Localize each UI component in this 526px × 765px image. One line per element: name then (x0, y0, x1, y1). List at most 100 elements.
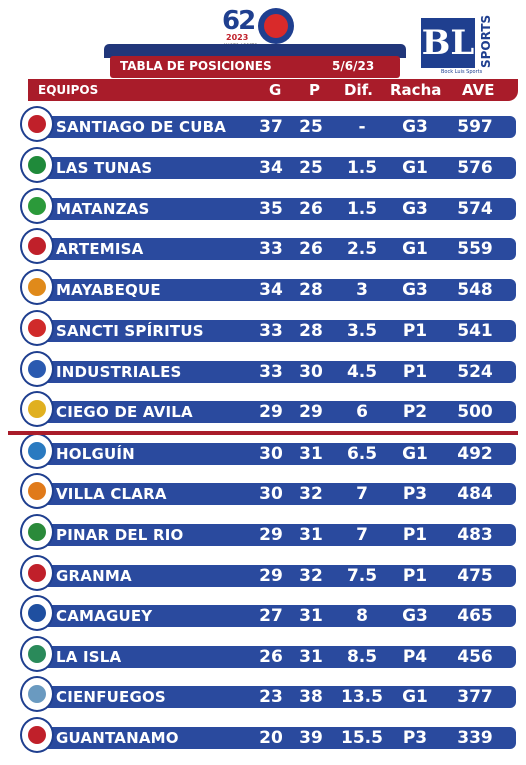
series-logo-number: 62 (222, 6, 254, 36)
table-row: PINAR DEL RIO 29 31 7 P1 483 (20, 522, 518, 546)
team-p: 38 (296, 686, 326, 708)
cienfuegos-icon (20, 676, 54, 712)
team-name: ARTEMISA (56, 238, 143, 260)
col-ave: AVE (462, 81, 494, 99)
mayabeque-icon (20, 269, 54, 305)
col-g: G (269, 81, 281, 99)
team-racha: G1 (390, 686, 440, 708)
team-g: 29 (256, 401, 286, 423)
team-racha: P1 (390, 361, 440, 383)
team-dif: 8 (338, 605, 386, 627)
team-ave: 574 (450, 198, 500, 220)
col-team: EQUIPOS (38, 83, 98, 97)
team-racha: P1 (390, 320, 440, 342)
team-ave: 465 (450, 605, 500, 627)
team-name: CIENFUEGOS (56, 686, 166, 708)
team-racha: G1 (390, 157, 440, 179)
team-dif: 1.5 (338, 157, 386, 179)
team-ave: 500 (450, 401, 500, 423)
team-ave: 524 (450, 361, 500, 383)
la-isla-icon (20, 636, 54, 672)
team-racha: P1 (390, 565, 440, 587)
table-row: HOLGUÍN 30 31 6.5 G1 492 (20, 441, 518, 465)
team-dif: 1.5 (338, 198, 386, 220)
team-ave: 456 (450, 646, 500, 668)
brand-word: SPORTS (479, 18, 495, 68)
brand-tag: Bock Luis Sports (441, 69, 482, 75)
team-ave: 484 (450, 483, 500, 505)
team-dif: 15.5 (338, 727, 386, 749)
column-header: EQUIPOS G P Dif. Racha AVE (28, 79, 518, 101)
team-g: 27 (256, 605, 286, 627)
villa-clara-icon (20, 473, 54, 509)
team-g: 29 (256, 565, 286, 587)
team-g: 34 (256, 157, 286, 179)
team-p: 31 (296, 524, 326, 546)
series-logo-year: 2023 (226, 33, 248, 42)
team-p: 31 (296, 646, 326, 668)
team-p: 26 (296, 198, 326, 220)
federation-seal-icon (258, 8, 294, 44)
table-row: LA ISLA 26 31 8.5 P4 456 (20, 644, 518, 668)
santiago-icon (20, 106, 54, 142)
team-name: PINAR DEL RIO (56, 524, 183, 546)
table-row: ARTEMISA 33 26 2.5 G1 559 (20, 236, 518, 260)
team-ave: 483 (450, 524, 500, 546)
standings-date: 5/6/23 (332, 59, 374, 73)
team-racha: P3 (390, 483, 440, 505)
sancti-spiritus-icon (20, 310, 54, 346)
team-p: 28 (296, 320, 326, 342)
col-dif: Dif. (344, 81, 373, 99)
team-ave: 475 (450, 565, 500, 587)
team-name: GUANTANAMO (56, 727, 179, 749)
team-g: 26 (256, 646, 286, 668)
team-g: 35 (256, 198, 286, 220)
team-dif: - (338, 116, 386, 138)
team-dif: 3.5 (338, 320, 386, 342)
team-racha: P3 (390, 727, 440, 749)
team-g: 34 (256, 279, 286, 301)
page-title: TABLA DE POSICIONES (120, 59, 272, 73)
team-g: 30 (256, 483, 286, 505)
table-row: VILLA CLARA 30 32 7 P3 484 (20, 481, 518, 505)
team-racha: G3 (390, 198, 440, 220)
playoff-cutoff-line (8, 431, 518, 435)
team-name: LA ISLA (56, 646, 121, 668)
industriales-icon (20, 351, 54, 387)
holguin-icon (20, 433, 54, 469)
team-p: 30 (296, 361, 326, 383)
team-name: MATANZAS (56, 198, 150, 220)
team-racha: P2 (390, 401, 440, 423)
team-g: 29 (256, 524, 286, 546)
series-logo: 62 2023 MARZO-AGOSTO (222, 6, 302, 48)
title-bar: TABLA DE POSICIONES 5/6/23 (110, 56, 400, 78)
team-ave: 559 (450, 238, 500, 260)
team-g: 33 (256, 361, 286, 383)
matanzas-icon (20, 188, 54, 224)
team-dif: 3 (338, 279, 386, 301)
team-ave: 339 (450, 727, 500, 749)
table-row: CAMAGUEY 27 31 8 G3 465 (20, 603, 518, 627)
team-name: VILLA CLARA (56, 483, 167, 505)
team-g: 20 (256, 727, 286, 749)
brand-logo: BL SPORTS Bock Luis Sports (421, 18, 501, 70)
team-g: 23 (256, 686, 286, 708)
team-name: GRANMA (56, 565, 132, 587)
team-p: 32 (296, 565, 326, 587)
team-dif: 8.5 (338, 646, 386, 668)
team-name: SANTIAGO DE CUBA (56, 116, 226, 138)
team-ave: 548 (450, 279, 500, 301)
col-p: P (309, 81, 320, 99)
team-racha: G1 (390, 443, 440, 465)
team-name: INDUSTRIALES (56, 361, 182, 383)
team-name: SANCTI SPÍRITUS (56, 320, 204, 342)
team-racha: G1 (390, 238, 440, 260)
ciego-de-avila-icon (20, 391, 54, 427)
brand-letter: BL (421, 18, 475, 68)
team-ave: 492 (450, 443, 500, 465)
team-p: 39 (296, 727, 326, 749)
team-g: 37 (256, 116, 286, 138)
team-dif: 7.5 (338, 565, 386, 587)
table-row: GRANMA 29 32 7.5 P1 475 (20, 563, 518, 587)
team-p: 31 (296, 443, 326, 465)
